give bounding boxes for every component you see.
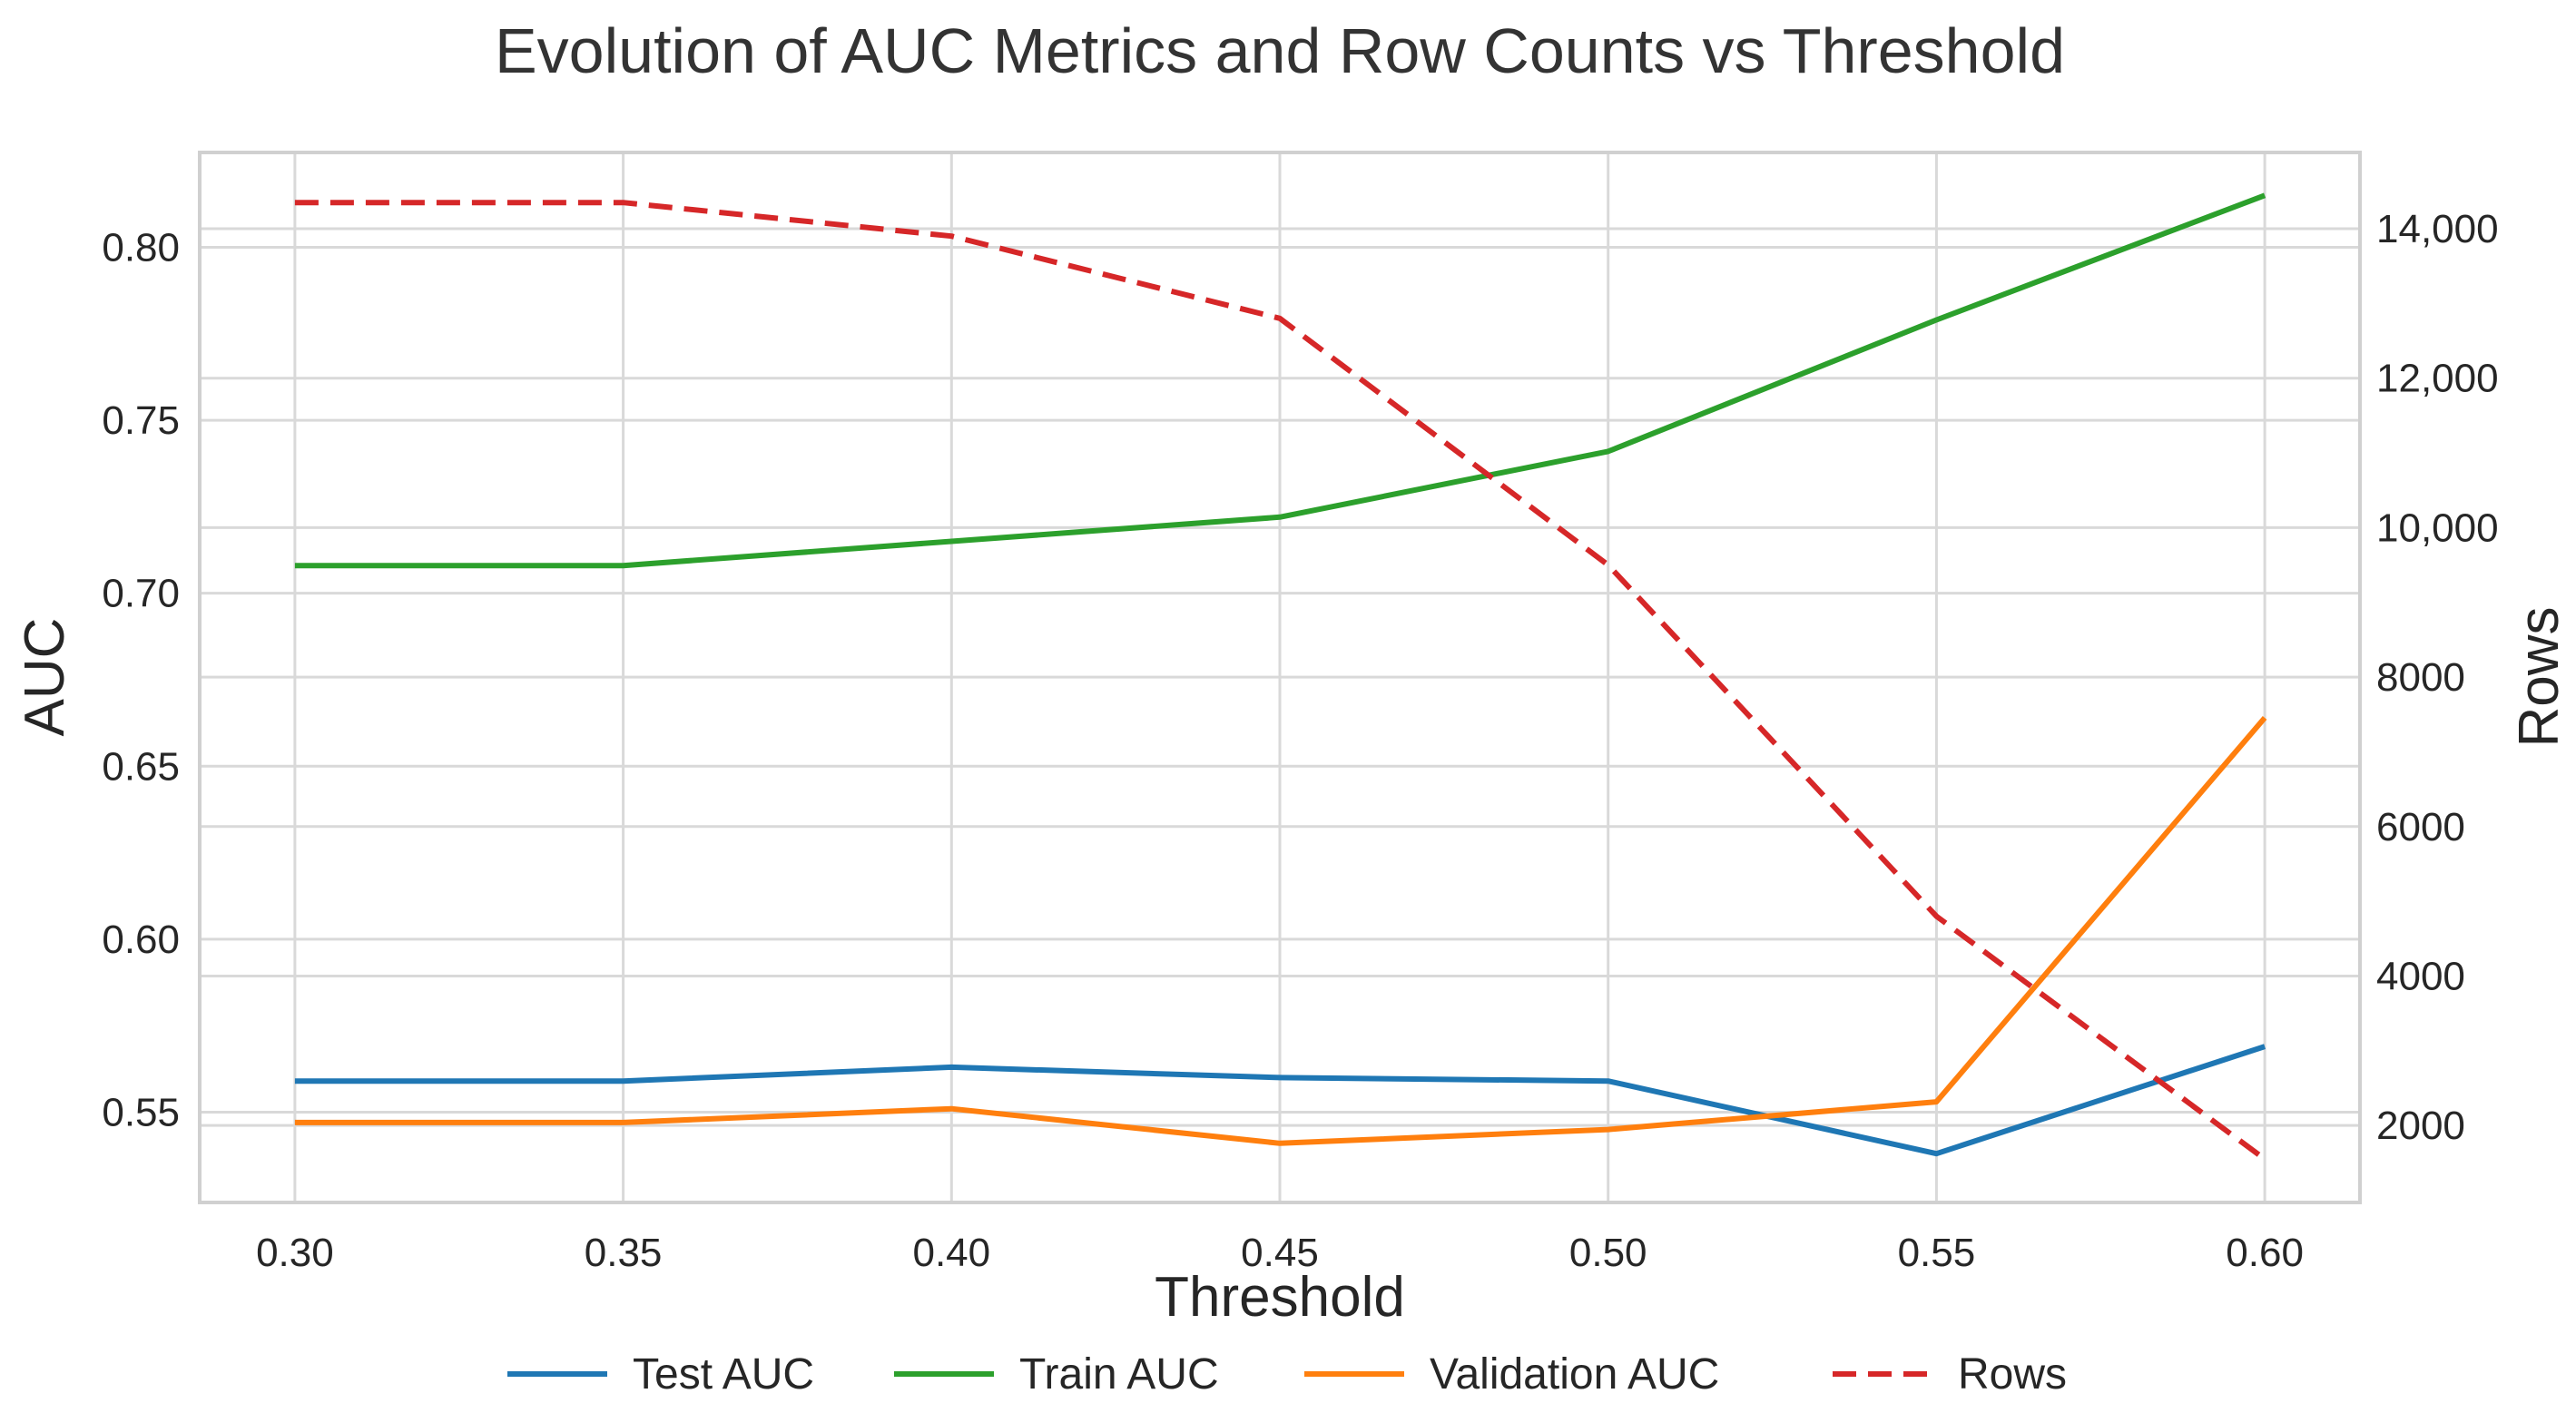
x-tick-label: 0.30 [256,1231,334,1275]
y2-axis-ticks: 2000 4000 6000 8000 10,000 12,000 14,000 [2376,207,2499,1148]
chart-title: Evolution of AUC Metrics and Row Counts … [495,15,2065,86]
legend-item: Train AUC [894,1350,1219,1398]
legend-label: Train AUC [1019,1350,1219,1398]
x-tick-label: 0.60 [2226,1231,2304,1275]
y2-tick-label: 2000 [2376,1104,2465,1148]
y-tick-label: 0.75 [102,398,180,443]
legend-item: Test AUC [507,1350,814,1398]
series-line-train-auc [294,192,2266,569]
x-gridlines [293,152,2266,1202]
y-axis-ticks: 0.55 0.60 0.65 0.70 0.75 0.80 [102,225,180,1134]
y2-tick-label: 14,000 [2376,207,2499,251]
x-axis-ticks: 0.30 0.35 0.40 0.45 0.50 0.55 0.60 [256,1231,2304,1275]
plot-frame [198,151,2362,1204]
y2-axis-label: Rows [2508,606,2571,747]
x-axis-label: Threshold [1155,1266,1405,1329]
y-tick-label: 0.55 [102,1091,180,1135]
series-line-rows [294,200,2266,1162]
series-layer [294,192,2267,1162]
series-line-test-auc [294,1044,2266,1157]
y2-tick-label: 8000 [2376,655,2465,700]
y2-tick-label: 10,000 [2376,505,2499,550]
y2-tick-label: 6000 [2376,805,2465,849]
y2-tick-label: 4000 [2376,954,2465,998]
y-axis-label: AUC [14,618,76,737]
legend-item: Rows [1833,1350,2067,1398]
series-line-validation-auc [294,715,2267,1146]
x-tick-label: 0.50 [1569,1231,1647,1275]
y-tick-label: 0.70 [102,572,180,616]
legend-label: Test AUC [633,1350,814,1398]
legend-label: Rows [1958,1350,2067,1398]
x-tick-label: 0.45 [1241,1231,1319,1275]
y-tick-label: 0.80 [102,225,180,270]
x-tick-label: 0.55 [1898,1231,1976,1275]
y-tick-label: 0.60 [102,918,180,962]
x-tick-label: 0.40 [912,1231,990,1275]
legend: Test AUC Train AUC Validation AUC Rows [507,1350,2067,1398]
y-tick-label: 0.65 [102,744,180,789]
y2-tick-label: 12,000 [2376,357,2499,401]
legend-item: Validation AUC [1304,1350,1719,1398]
x-tick-label: 0.35 [585,1231,663,1275]
legend-label: Validation AUC [1430,1350,1719,1398]
